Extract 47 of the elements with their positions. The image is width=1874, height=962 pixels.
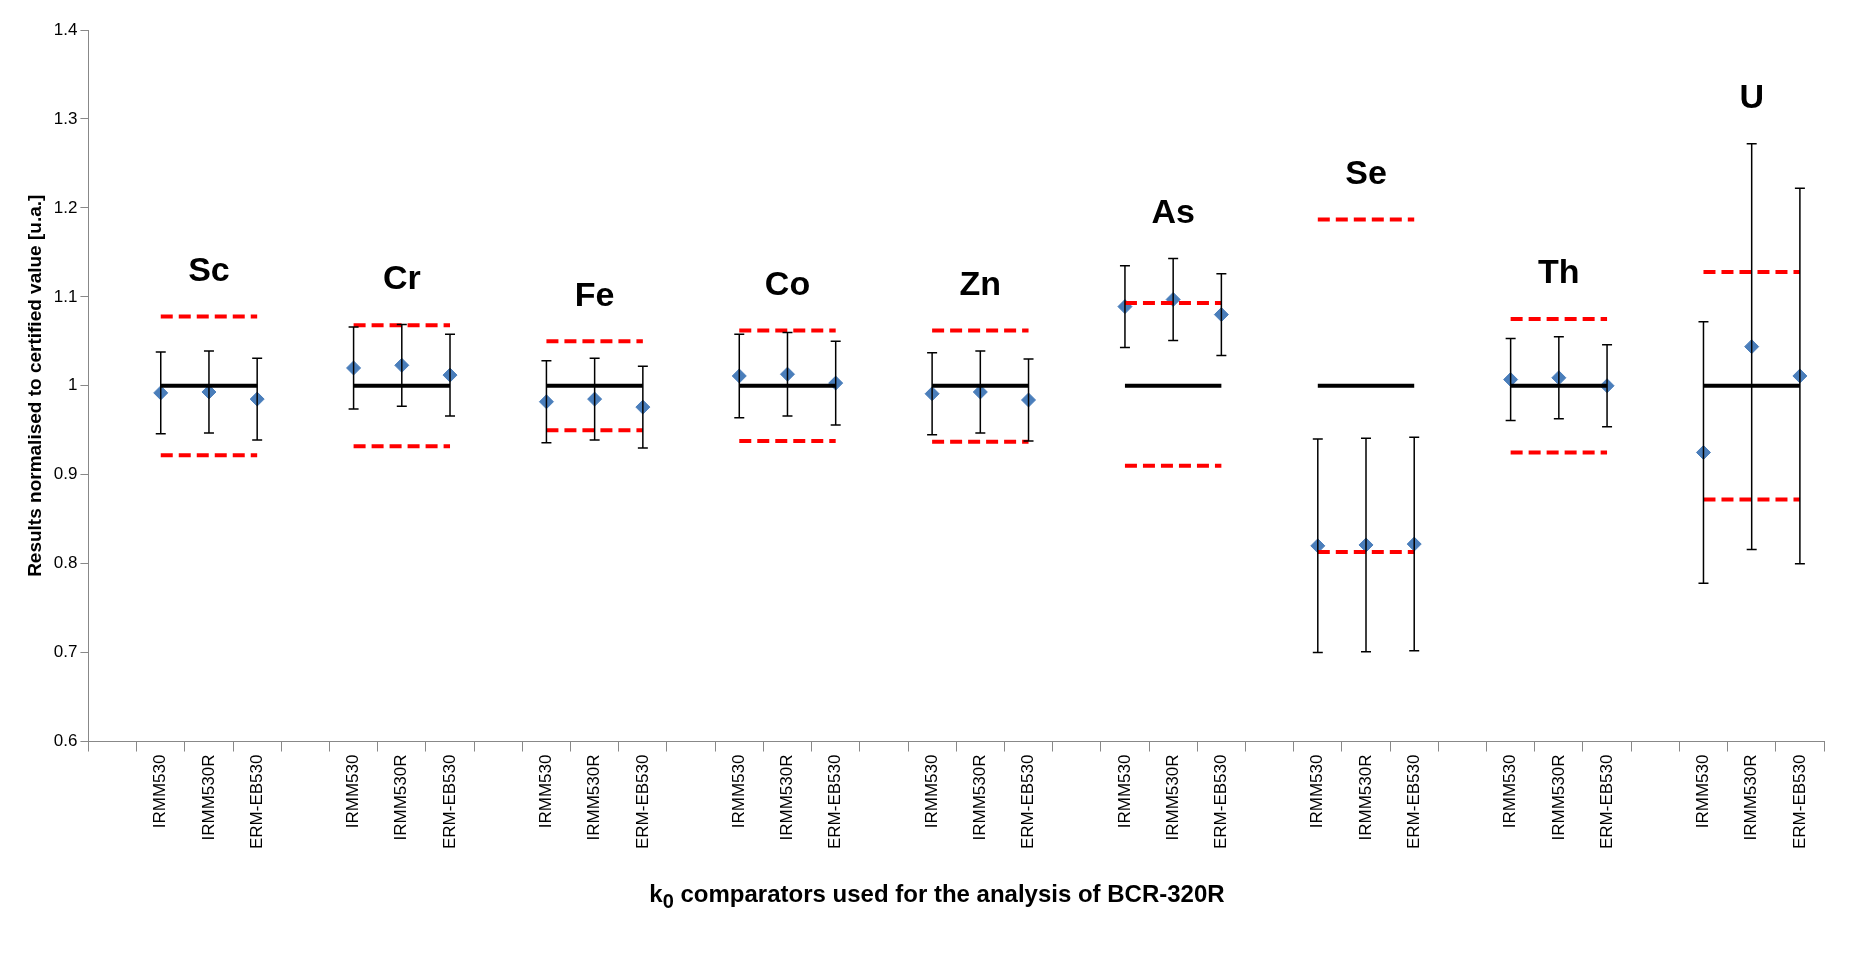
annotation: Th xyxy=(1538,252,1580,291)
y-tick-label: 1.1 xyxy=(53,286,78,306)
x-tick-label: ERM-EB530 xyxy=(1789,754,1809,849)
x-tick-label: ERM-EB530 xyxy=(632,754,652,849)
y-tick-label: 0.8 xyxy=(53,553,78,573)
annotation: Sc xyxy=(188,249,230,288)
y-tick-label: 1.4 xyxy=(53,19,78,39)
y-tick-label: 0.7 xyxy=(53,642,78,662)
x-tick-label: ERM-EB530 xyxy=(1403,754,1423,849)
x-tick-label: IRMM530R xyxy=(584,754,604,841)
x-axis-title: k$_{0}$ comparators used for the analysis of BCR-320R xyxy=(649,880,1225,913)
x-tick-label: IRMM530 xyxy=(536,754,556,829)
x-tick-label: IRMM530R xyxy=(1162,754,1182,841)
x-tick-label: IRMM530 xyxy=(343,754,363,829)
y-tick-label: 1.2 xyxy=(53,197,78,217)
annotation: Fe xyxy=(574,274,615,313)
x-tick-label: IRMM530R xyxy=(1741,754,1761,841)
y-tick-label: 1.3 xyxy=(53,108,78,128)
x-tick-label: IRMM530 xyxy=(1307,754,1327,829)
annotation: Co xyxy=(764,263,811,302)
annotation: Se xyxy=(1345,152,1387,191)
x-tick-label: ERM-EB530 xyxy=(825,754,845,849)
x-tick-label: ERM-EB530 xyxy=(1018,754,1038,849)
x-tick-label: IRMM530 xyxy=(921,754,941,829)
annotation: Cr xyxy=(382,257,421,296)
x-tick-label: IRMM530 xyxy=(728,754,748,829)
x-tick-label: IRMM530R xyxy=(1355,754,1375,841)
x-tick-label: IRMM530R xyxy=(391,754,411,841)
x-tick-label: IRMM530 xyxy=(1693,754,1713,829)
y-axis-title: Results normalised to certified value [u.a.] xyxy=(23,194,45,577)
x-tick-label: ERM-EB530 xyxy=(1211,754,1231,849)
x-tick-label: ERM-EB530 xyxy=(1596,754,1616,849)
annotation: As xyxy=(1151,191,1195,230)
x-tick-label: IRMM530 xyxy=(150,754,170,829)
x-tick-label: IRMM530 xyxy=(1500,754,1520,829)
x-tick-label: IRMM530R xyxy=(1548,754,1568,841)
x-tick-label: ERM-EB530 xyxy=(439,754,459,849)
x-tick-label: ERM-EB530 xyxy=(246,754,266,849)
x-tick-label: IRMM530 xyxy=(1114,754,1134,829)
annotation: U xyxy=(1739,77,1764,116)
x-tick-label: IRMM530R xyxy=(970,754,990,841)
y-tick-label: 0.6 xyxy=(53,731,78,751)
x-tick-label: IRMM530R xyxy=(777,754,797,841)
y-tick-label: 0.9 xyxy=(53,464,78,484)
annotation: Zn xyxy=(959,263,1002,302)
x-tick-label: IRMM530R xyxy=(198,754,218,841)
y-tick-label: 1 xyxy=(67,375,78,395)
